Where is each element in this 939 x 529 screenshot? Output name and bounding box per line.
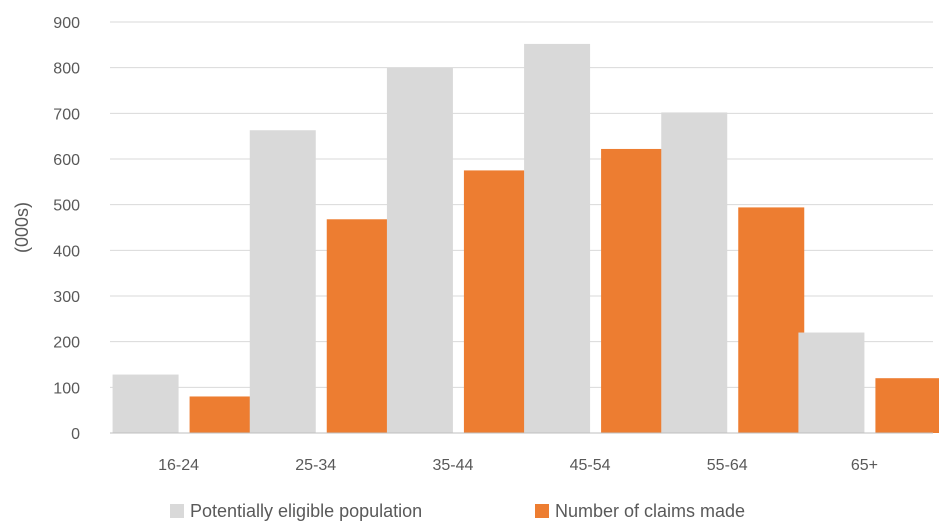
- bar-claims-made: [189, 396, 256, 433]
- bar-claims-made: [601, 148, 668, 433]
- bar-claims-made: [875, 378, 939, 433]
- bar-eligible-population: [386, 67, 453, 434]
- legend-label: Potentially eligible population: [190, 501, 422, 521]
- y-axis-ticks: 0 100 200 300 400 500 600 700 800 900: [53, 15, 80, 443]
- y-tick-label: 700: [53, 106, 80, 123]
- x-tick-label: 65+: [851, 457, 878, 474]
- y-tick-label: 400: [53, 243, 80, 260]
- y-tick-label: 900: [53, 15, 80, 32]
- x-tick-label: 16-24: [158, 457, 199, 474]
- y-tick-label: 800: [53, 61, 80, 78]
- legend-swatch: [535, 504, 549, 518]
- bar-claims-made: [326, 219, 393, 433]
- y-tick-label: 0: [71, 426, 80, 443]
- bar-claims-made: [463, 170, 530, 433]
- x-tick-label: 35-44: [432, 457, 473, 474]
- y-tick-label: 500: [53, 198, 80, 215]
- bar-eligible-population: [798, 332, 865, 433]
- y-tick-label: 600: [53, 152, 80, 169]
- y-axis-label: (000s): [12, 202, 32, 253]
- legend: Potentially eligible population Number of…: [170, 501, 745, 521]
- x-tick-label: 55-64: [707, 457, 748, 474]
- x-axis-ticks: 16-24 25-34 35-44 45-54 55-64 65+: [158, 457, 878, 474]
- legend-label: Number of claims made: [555, 501, 745, 521]
- bar-eligible-population: [661, 112, 728, 434]
- bar-eligible-population: [249, 130, 316, 434]
- bar-eligible-population: [524, 43, 591, 434]
- x-tick-label: 45-54: [570, 457, 611, 474]
- bar-eligible-population: [112, 374, 179, 433]
- y-tick-label: 200: [53, 335, 80, 352]
- y-tick-label: 100: [53, 380, 80, 397]
- x-tick-label: 25-34: [295, 457, 336, 474]
- bar-claims-made: [738, 207, 805, 433]
- legend-swatch: [170, 504, 184, 518]
- y-tick-label: 300: [53, 289, 80, 306]
- bars: [112, 43, 939, 434]
